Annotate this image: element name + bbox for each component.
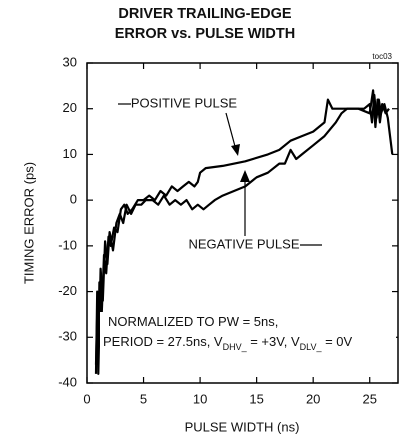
arrow-head [231,144,240,156]
x-tick-label: 15 [249,391,263,406]
note-part: DLV_ [300,342,323,352]
x-tick-label: 0 [83,391,90,406]
series-label: POSITIVE PULSE [131,95,238,110]
y-tick-label: -40 [58,374,77,389]
note-part: = 0V [321,334,352,349]
series-label: NEGATIVE PULSE [188,236,299,251]
y-tick-label: 20 [63,100,77,115]
callout-line [225,112,237,151]
x-axis-label: PULSE WIDTH (ns) [185,419,300,434]
note-text: PERIOD = 27.5ns, VDHV_ = +3V, VDLV_ = 0V [103,334,353,352]
y-tick-label: 10 [63,146,77,161]
y-tick-label: -10 [58,237,77,252]
x-tick-label: 25 [362,391,376,406]
y-tick-label: 0 [70,192,77,207]
y-tick-label: -30 [58,329,77,344]
y-tick-label: 30 [63,54,77,69]
plot-frame [86,62,399,384]
chart-title: DRIVER TRAILING-EDGE [118,6,292,22]
note-bg [100,312,396,354]
y-axis-label: TIMING ERROR (ps) [21,162,36,284]
label-bg [188,236,300,254]
figure-id: toc03 [372,52,392,61]
y-tick-label: -20 [58,283,77,298]
x-tick-label: 20 [306,391,320,406]
note-part: DHV_ [223,342,248,352]
note-text: NORMALIZED TO PW = 5ns, [108,314,278,329]
x-tick-label: 10 [193,391,207,406]
x-tick-label: 5 [140,391,147,406]
note-part: PERIOD = 27.5ns, V [103,334,223,349]
series-line [94,89,390,375]
label-bg [133,95,235,113]
chart-title: ERROR vs. PULSE WIDTH [115,26,295,42]
arrow-head [240,170,250,182]
note-part: NORMALIZED TO PW = 5ns, [108,314,278,329]
note-part: = +3V, V [247,334,300,349]
